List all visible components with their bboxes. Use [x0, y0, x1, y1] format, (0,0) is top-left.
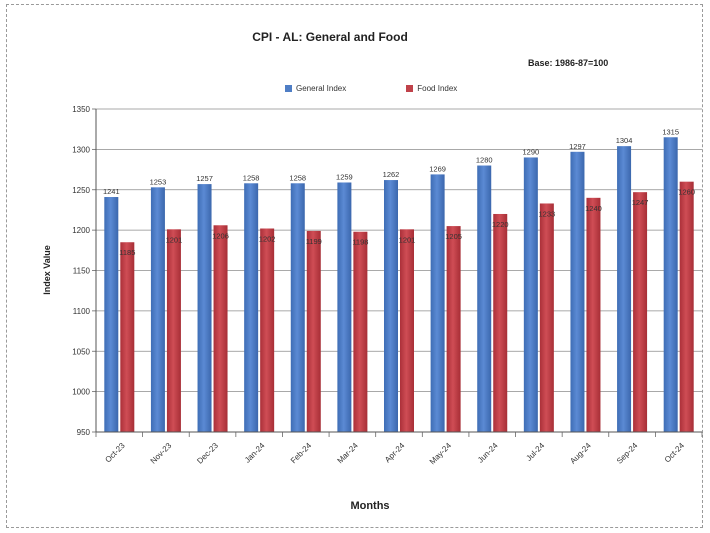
x-tick-label-Apr-24: Apr-24 [383, 441, 407, 465]
bar-general-Jan-24 [244, 183, 259, 432]
data-label-food-Feb-24: 1199 [306, 237, 322, 246]
data-label-general-Jun-24: 1280 [476, 156, 493, 165]
legend-swatch-food [406, 85, 414, 92]
y-axis-title: Index Value [42, 245, 52, 295]
x-tick-label-Jul-24: Jul-24 [524, 441, 546, 463]
data-label-general-Jan-24: 1258 [243, 173, 260, 182]
legend-swatch-general [285, 85, 292, 92]
x-tick-label-Mar-24: Mar-24 [336, 441, 361, 466]
bar-food-Dec-23 [213, 225, 228, 432]
bar-general-Dec-23 [197, 184, 212, 432]
data-label-food-Nov-23: 1201 [166, 235, 183, 244]
gridlines [96, 108, 702, 433]
chart-title: CPI - AL: General and Food [252, 30, 408, 44]
data-label-general-Aug-24: 1297 [569, 142, 586, 151]
x-tick-label-Aug-24: Aug-24 [568, 441, 593, 466]
bar-general-Mar-24 [337, 182, 352, 432]
data-label-food-May-24: 1205 [445, 232, 462, 241]
chart-subtitle: Base: 1986-87=100 [528, 58, 609, 68]
data-label-food-Oct-23: 1185 [119, 248, 135, 257]
bar-food-Mar-24 [353, 231, 368, 432]
data-label-food-Jan-24: 1202 [259, 235, 276, 244]
bar-general-Nov-23 [150, 187, 165, 432]
legend-entry-food: Food Index [406, 84, 457, 93]
y-tick-label-1100: 1100 [73, 307, 91, 316]
bar-general-Oct-23 [104, 197, 119, 432]
legend-label-general: General Index [296, 84, 347, 93]
bar-general-Feb-24 [290, 183, 305, 432]
legend-entry-general: General Index [285, 84, 346, 93]
x-tick-label-Feb-24: Feb-24 [289, 441, 314, 466]
bar-general-Oct-24 [663, 137, 678, 432]
y-tick-label-950: 950 [77, 428, 91, 437]
bar-food-May-24 [446, 226, 461, 432]
data-label-food-Jun-24: 1220 [492, 220, 509, 229]
data-label-general-May-24: 1269 [429, 164, 446, 173]
data-label-food-Apr-24: 1201 [399, 235, 416, 244]
bar-food-Apr-24 [400, 229, 414, 432]
data-labels: 1241 1253 1257 1258 1258 1259 1262 1269 1280 1290… [103, 127, 695, 257]
data-label-food-Oct-24: 1260 [678, 188, 695, 197]
y-tick-label-1150: 1150 [73, 267, 91, 276]
y-tick-label-1050: 1050 [72, 347, 90, 356]
data-label-food-Sep-24: 1247 [632, 198, 649, 207]
bar-food-Oct-24 [679, 181, 694, 432]
x-tick-label-Dec-23: Dec-23 [195, 441, 220, 466]
x-tick-label-Sep-24: Sep-24 [615, 441, 640, 466]
bar-general-Jun-24 [477, 165, 492, 432]
x-tick-label-Oct-24: Oct-24 [663, 441, 687, 465]
x-tick-label-Jun-24: Jun-24 [476, 441, 500, 465]
data-label-general-Jul-24: 1290 [523, 147, 540, 156]
y-tick-label-1200: 1200 [72, 226, 90, 235]
x-tick-label-Oct-23: Oct-23 [103, 441, 127, 465]
data-label-general-Nov-23: 1253 [150, 177, 167, 186]
bar-food-Jul-24 [539, 203, 554, 432]
bar-food-Jun-24 [493, 213, 508, 432]
y-tick-label-1300: 1300 [72, 145, 90, 154]
bar-general-Jul-24 [523, 157, 538, 432]
y-tick-label-1000: 1000 [72, 388, 90, 397]
data-label-food-Mar-24: 1198 [352, 238, 368, 247]
bars [104, 137, 694, 433]
data-label-general-Feb-24: 1258 [289, 173, 306, 182]
bar-general-May-24 [430, 174, 445, 432]
legend-label-food: Food Index [417, 84, 458, 93]
bar-general-Sep-24 [617, 146, 632, 432]
data-label-general-Oct-24: 1315 [662, 127, 679, 136]
data-label-food-Dec-23: 1206 [212, 231, 229, 240]
data-label-general-Dec-23: 1257 [196, 174, 213, 183]
data-label-general-Oct-23: 1241 [103, 187, 120, 196]
bar-food-Aug-24 [586, 197, 601, 432]
x-tick-label-May-24: May-24 [428, 441, 454, 467]
data-label-food-Jul-24: 1233 [539, 209, 556, 218]
data-label-general-Mar-24: 1259 [336, 172, 353, 181]
bar-food-Jan-24 [260, 228, 275, 432]
data-label-general-Apr-24: 1262 [383, 170, 400, 179]
legend: General Index Food Index [285, 84, 457, 93]
bar-general-Aug-24 [570, 151, 585, 433]
x-tick-label-Jan-24: Jan-24 [243, 441, 267, 465]
bar-food-Feb-24 [306, 230, 321, 432]
data-label-food-Aug-24: 1240 [585, 204, 602, 213]
x-axis-title: Months [350, 500, 389, 512]
bar-food-Sep-24 [633, 192, 648, 432]
bar-general-Apr-24 [384, 180, 398, 432]
y-tick-label-1350: 1350 [72, 105, 90, 114]
x-tick-label-Nov-23: Nov-23 [149, 441, 174, 466]
bar-food-Nov-23 [166, 229, 181, 432]
bar-food-Oct-23 [120, 242, 135, 432]
data-label-general-Sep-24: 1304 [616, 136, 633, 145]
y-tick-label-1250: 1250 [72, 186, 90, 195]
